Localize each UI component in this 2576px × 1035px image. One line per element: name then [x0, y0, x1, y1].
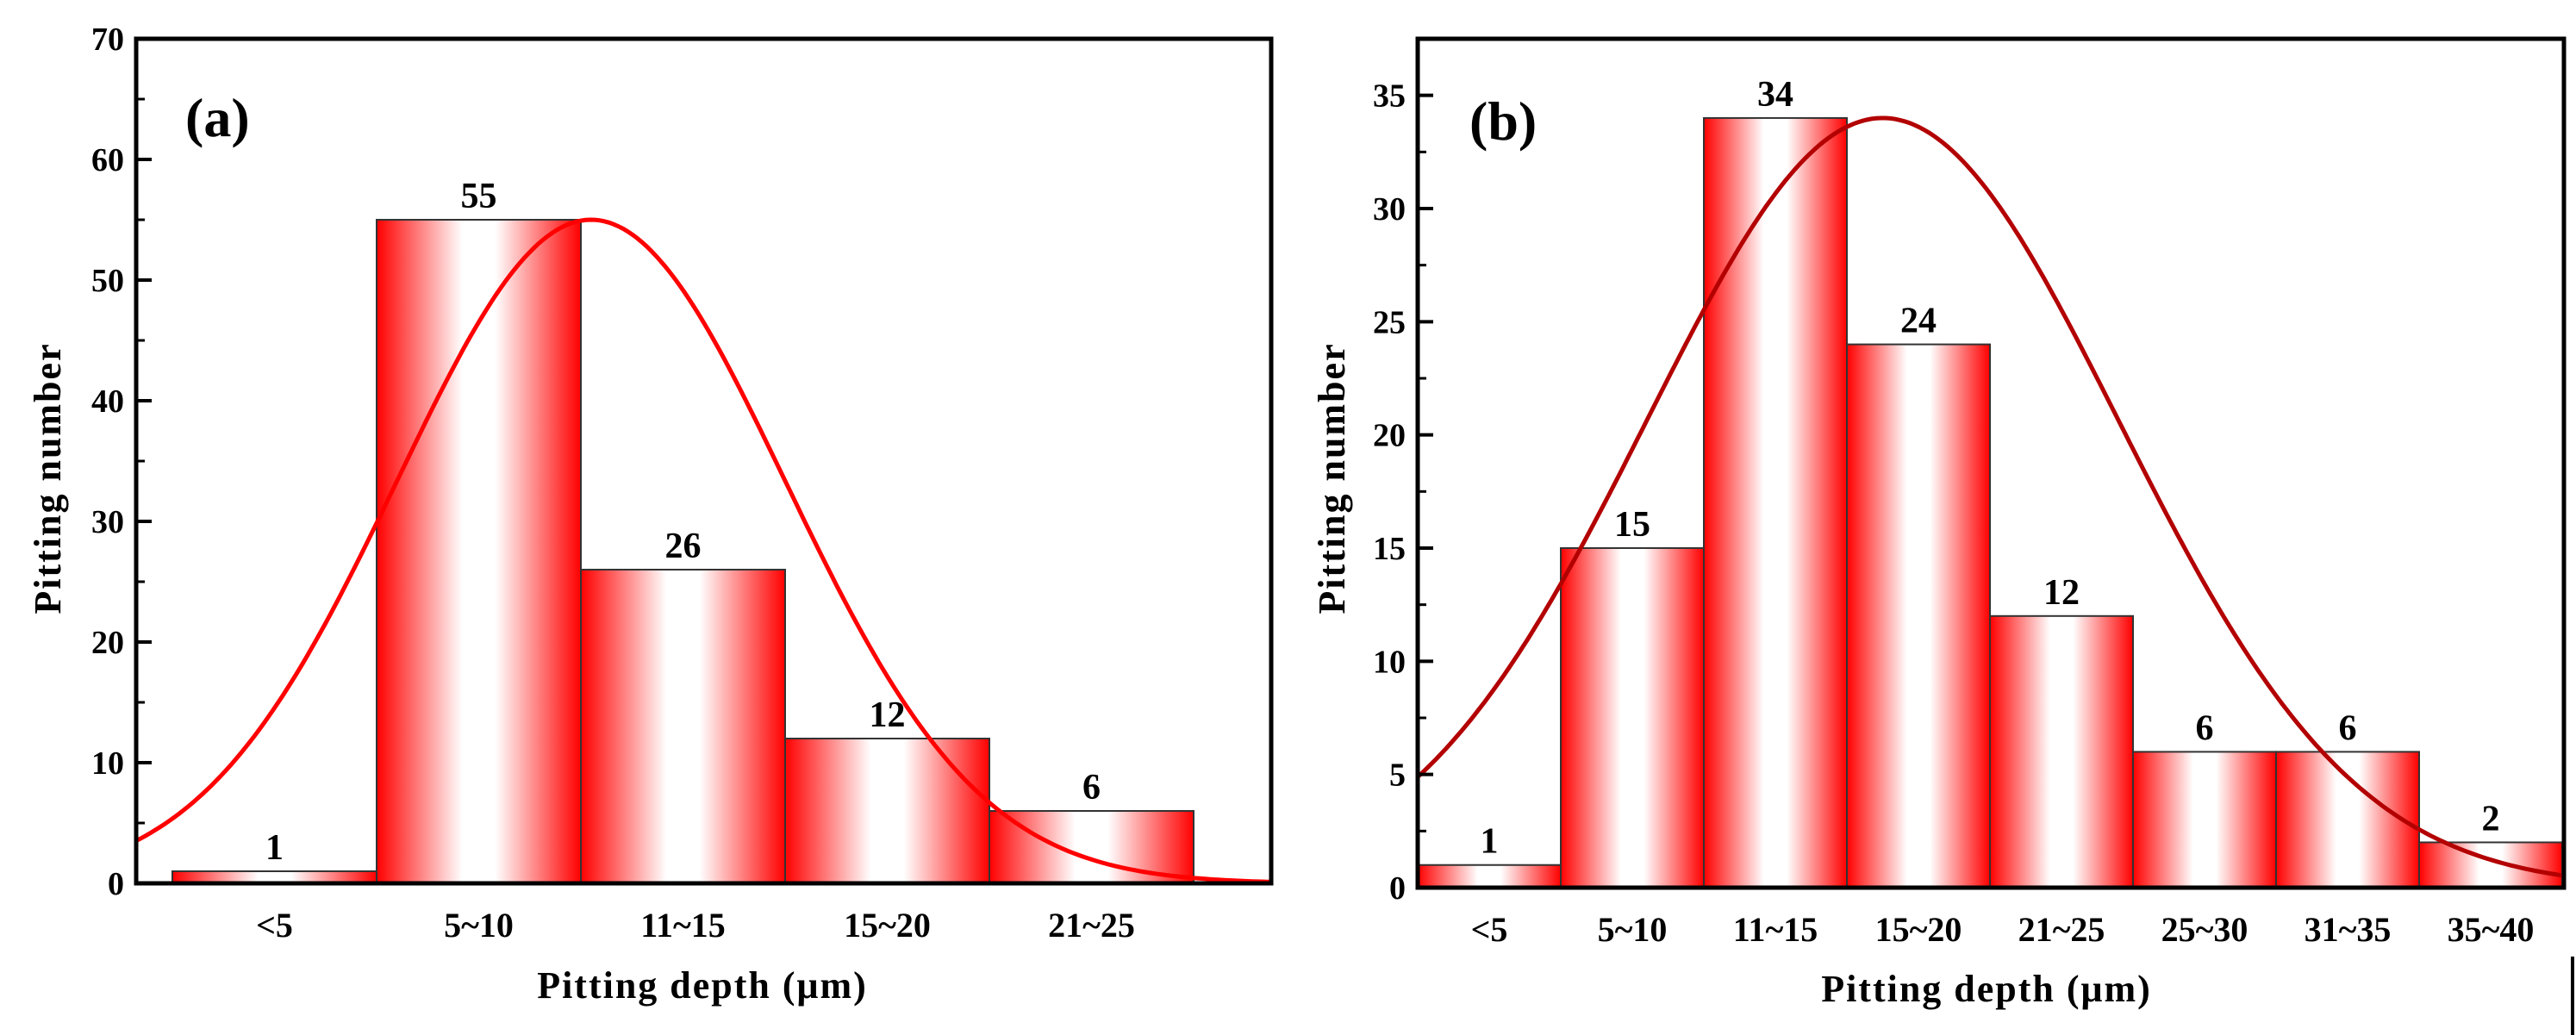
- panel-a-y-axis-title: Pitting number: [27, 342, 69, 614]
- panel-b-x-axis-title: Pitting depth (μm): [1821, 968, 2152, 1010]
- panel-b-data-label-6: 6: [2196, 708, 2214, 748]
- panel-a-bar-3: [580, 569, 786, 884]
- panel-b-data-label-2: 15: [1614, 505, 1650, 545]
- panel-b-y-axis: 0 5 10 15 20 25 30 35: [1373, 37, 1433, 907]
- panel-a-y-tick-label: 30: [91, 504, 124, 540]
- panel-b-bar-5: [1989, 614, 2134, 888]
- panel-b-data-label-4: 24: [1900, 302, 1937, 341]
- panel-a-y-axis: 0 10 20 30 40 50 60 70: [91, 22, 152, 902]
- panel-b-x-tick-label-4: 15~20: [1875, 910, 1962, 949]
- panel-b-x-tick-label-8: 35~40: [2448, 910, 2535, 949]
- panel-b-data-label-8: 2: [2482, 799, 2500, 839]
- panel-a-x-axis-title: Pitting depth (μm): [537, 964, 868, 1007]
- panel-a: 0 10 20 30 40 50 60 70 <5 5~10 11~15 15~20 21~25 1 5…: [27, 22, 1274, 1007]
- panel-b-bar-4: [1846, 343, 1991, 889]
- panel-a-data-label-4: 12: [870, 695, 906, 735]
- panel-a-fit-curve: [134, 217, 1272, 884]
- panel-a-data-label-1: 1: [265, 828, 284, 868]
- panel-b-bars: [1417, 116, 2563, 889]
- panel-a-y-tick-label: 50: [91, 263, 124, 299]
- panel-b-y-tick-label: 20: [1373, 418, 1406, 454]
- panel-b-x-tick-label-5: 21~25: [2018, 910, 2105, 949]
- panel-b-data-label-1: 1: [1481, 822, 1499, 862]
- panel-a-bar-5: [989, 810, 1194, 884]
- panel-b-y-tick-label: 0: [1389, 870, 1406, 907]
- panel-b-data-label-7: 6: [2339, 708, 2357, 748]
- panel-b-x-tick-label-3: 11~15: [1733, 910, 1818, 949]
- panel-b-data-labels: 1 15 34 24 12 6 6 2: [1481, 75, 2500, 862]
- panel-a-bar-4: [784, 738, 990, 884]
- panel-b-x-tick-label-7: 31~35: [2305, 910, 2392, 949]
- panel-b-x-axis: <5 5~10 11~15 15~20 21~25 25~30 31~35 35~40: [1471, 910, 2535, 949]
- panel-a-y-tick-label: 20: [91, 625, 124, 661]
- panel-b-x-tick-label-2: 5~10: [1598, 910, 1668, 949]
- panel-a-label: (a): [185, 87, 250, 148]
- panel-b-bar-8: [2418, 841, 2563, 889]
- panel-b-data-label-3: 34: [1757, 75, 1793, 115]
- panel-b-data-label-5: 12: [2043, 573, 2080, 613]
- panel-a-x-tick-label-2: 5~10: [444, 906, 514, 945]
- panel-b-plot-frame: [1415, 36, 2567, 890]
- panel-b-bar-1: [1417, 864, 1562, 889]
- panel-a-bars: [172, 219, 1194, 884]
- panel-a-y-tick-label: 0: [108, 866, 124, 902]
- panel-a-data-labels: 1 55 26 12 6: [265, 177, 1101, 868]
- panel-b-bar-6: [2132, 751, 2277, 889]
- panel-a-x-tick-label-4: 15~20: [844, 906, 931, 945]
- panel-b-y-tick-label: 5: [1389, 758, 1406, 794]
- panel-b-bar-3: [1703, 116, 1848, 888]
- panel-a-y-tick-label: 10: [91, 745, 124, 782]
- panel-b-bar-2: [1560, 547, 1705, 888]
- panel-a-data-label-3: 26: [665, 527, 702, 566]
- panel-b-y-tick-label: 35: [1373, 78, 1406, 115]
- panel-a-x-axis: <5 5~10 11~15 15~20 21~25: [256, 906, 1135, 945]
- panel-b-y-tick-label: 10: [1373, 644, 1406, 680]
- panel-b-bar-7: [2275, 751, 2420, 889]
- panel-a-y-tick-label: 60: [91, 142, 124, 178]
- panel-a-bar-2: [376, 219, 582, 884]
- panel-a-x-tick-label-1: <5: [256, 906, 293, 945]
- panel-a-data-label-5: 6: [1082, 768, 1101, 807]
- panel-b: 0 5 10 15 20 25 30 35 <5 5~10 11~15 15~20 21~25 25~3…: [1311, 36, 2567, 1010]
- panel-b-y-tick-label: 30: [1373, 191, 1406, 228]
- panel-b-fit-curve: [1416, 115, 2565, 878]
- panel-b-y-axis-title: Pitting number: [1311, 342, 1353, 614]
- panel-b-y-tick-label: 25: [1373, 304, 1406, 340]
- panel-a-x-tick-label-3: 11~15: [640, 906, 726, 945]
- panel-b-y-tick-label: 15: [1373, 531, 1406, 567]
- panel-a-x-tick-label-5: 21~25: [1048, 906, 1135, 945]
- panel-b-label: (b): [1469, 90, 1537, 152]
- panel-a-y-tick-label: 40: [91, 383, 124, 420]
- panel-b-x-tick-label-1: <5: [1471, 910, 1508, 949]
- panel-a-data-label-2: 55: [461, 177, 497, 216]
- panel-a-y-tick-label: 70: [91, 22, 124, 58]
- panel-b-x-tick-label-6: 25~30: [2161, 910, 2249, 949]
